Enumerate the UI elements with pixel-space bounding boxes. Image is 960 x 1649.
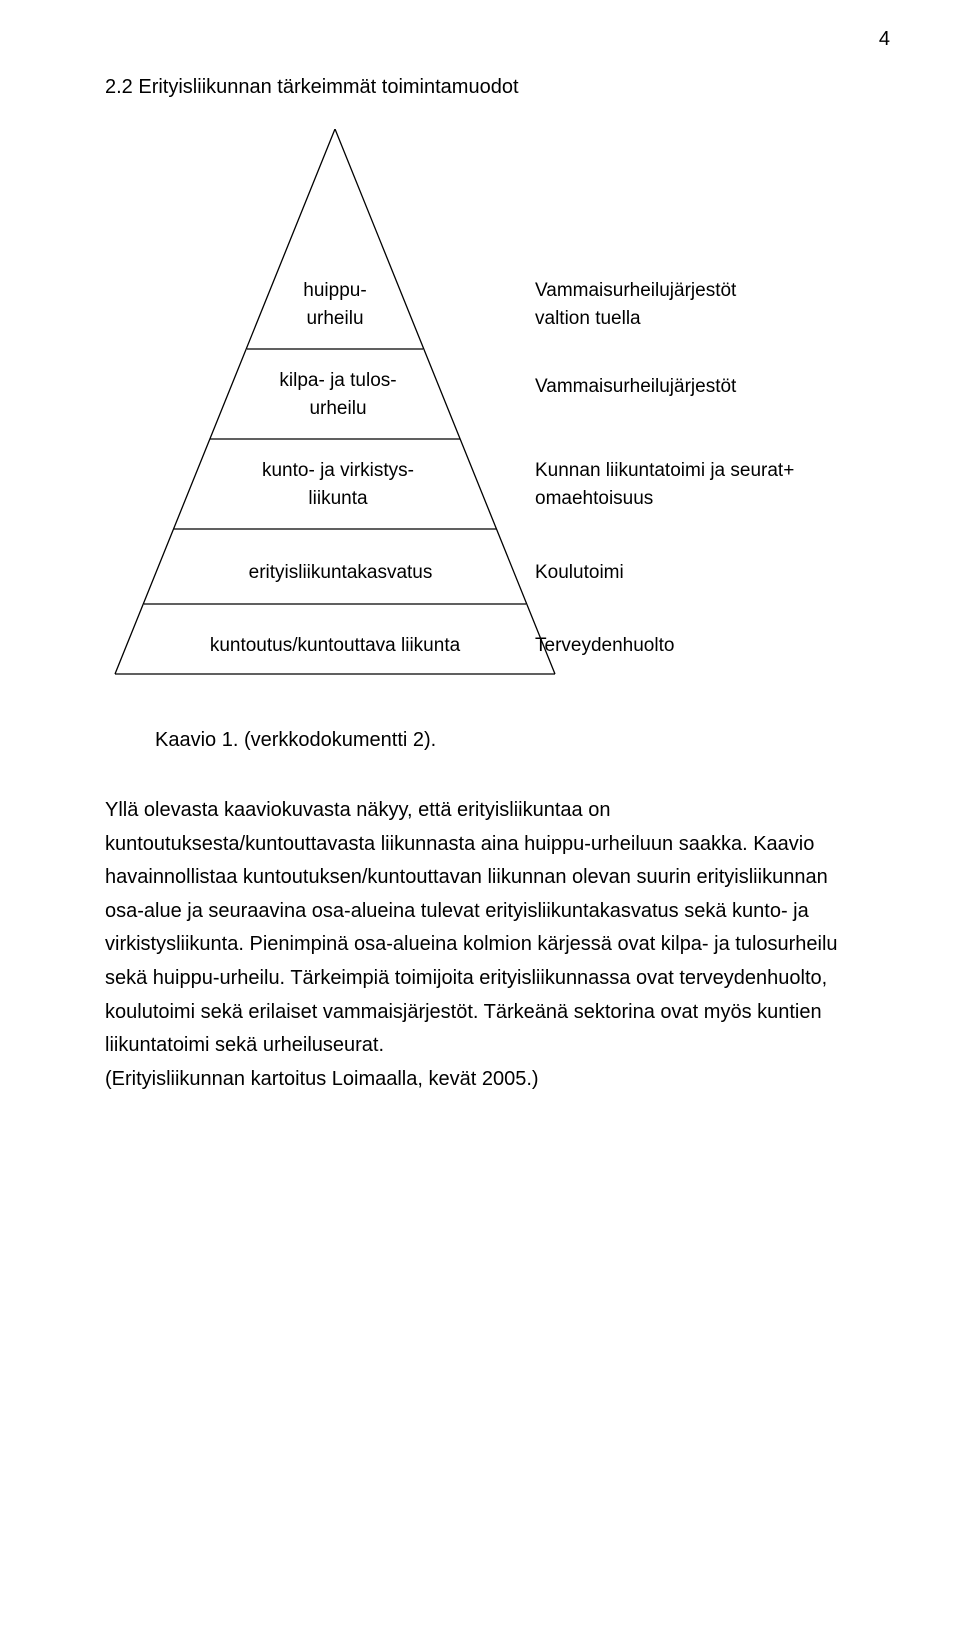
pyramid-level-left-line: erityisliikuntakasvatus — [249, 562, 433, 583]
reference-line: (Erityisliikunnan kartoitus Loimaalla, k… — [105, 1063, 855, 1097]
pyramid-level-right-line: Koulutoimi — [535, 562, 624, 583]
pyramid-level-right-line: Vammaisurheilujärjestöt — [535, 376, 736, 397]
diagram-caption: Kaavio 1. (verkkodokumentti 2). — [155, 729, 855, 752]
document-page: 4 2.2 Erityisliikunnan tärkeimmät toimin… — [0, 0, 960, 1649]
pyramid-level-right-line: valtion tuella — [535, 308, 641, 329]
pyramid-svg — [105, 129, 855, 689]
pyramid-level-right-line: Terveydenhuolto — [535, 635, 674, 656]
section-heading: 2.2 Erityisliikunnan tärkeimmät toiminta… — [105, 76, 855, 99]
pyramid-level-right: Kunnan liikuntatoimi ja seurat+ omaehtois… — [535, 457, 794, 512]
pyramid-level-left: kunto- ja virkistys-liikunta — [255, 457, 421, 512]
pyramid-level-right: Vammaisurheilujärjestöt valtion tuella — [535, 277, 736, 332]
pyramid-level-left: kuntoutus/kuntouttava liikunta — [205, 632, 465, 660]
pyramid-level-left-line: kilpa- ja tulos- — [279, 370, 396, 391]
pyramid-level-left: huippu-urheilu — [301, 277, 369, 332]
body-paragraph: Yllä olevasta kaaviokuvasta näkyy, että … — [105, 794, 855, 1063]
pyramid-level-right-line: Vammaisurheilujärjestöt — [535, 280, 736, 301]
pyramid-level-left-line: urheilu — [309, 398, 366, 419]
page-number: 4 — [879, 28, 890, 51]
pyramid-level-left: erityisliikuntakasvatus — [243, 559, 438, 587]
pyramid-level-right: Koulutoimi — [535, 559, 624, 587]
pyramid-level-right-line: Kunnan liikuntatoimi ja seurat+ — [535, 460, 794, 481]
pyramid-level-left-line: liikunta — [308, 488, 367, 509]
pyramid-level-right: Vammaisurheilujärjestöt — [535, 373, 736, 401]
pyramid-level-left: kilpa- ja tulos-urheilu — [273, 367, 403, 422]
pyramid-level-left-line: huippu- — [303, 280, 366, 301]
pyramid-level-right-line: omaehtoisuus — [535, 488, 653, 509]
pyramid-level-right: Terveydenhuolto — [535, 632, 674, 660]
pyramid-level-left-line: kuntoutus/kuntouttava liikunta — [210, 635, 460, 656]
pyramid-level-left-line: urheilu — [306, 308, 363, 329]
pyramid-diagram: huippu-urheilu Vammaisurheilujärjestöt val… — [105, 129, 855, 689]
pyramid-level-left-line: kunto- ja virkistys- — [262, 460, 414, 481]
